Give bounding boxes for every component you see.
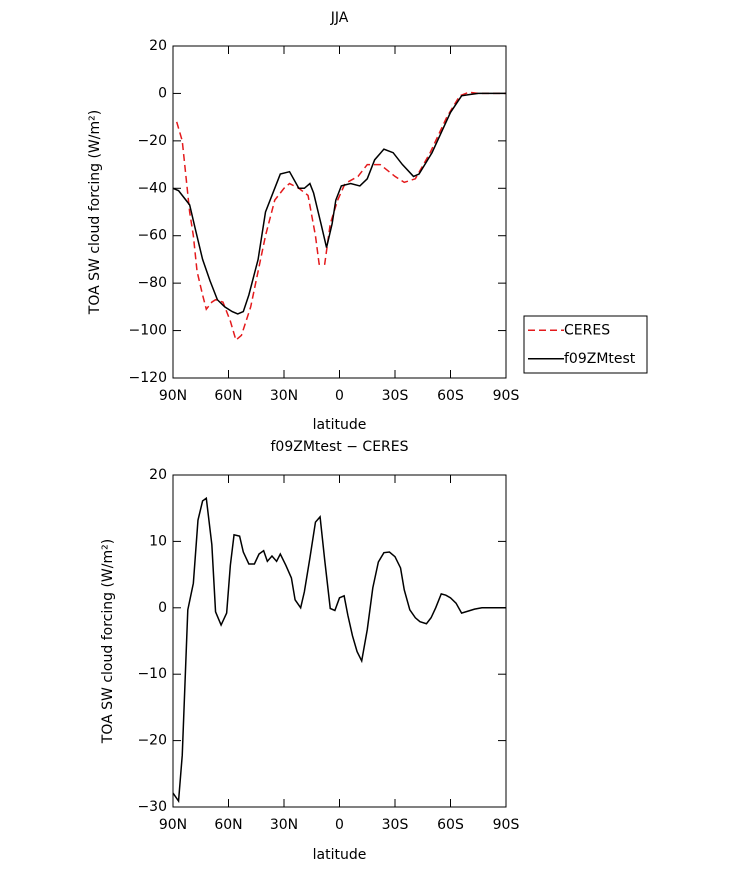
y-tick-label: 20 bbox=[149, 38, 167, 54]
y-tick-label: 0 bbox=[158, 85, 167, 101]
x-tick-label: 60S bbox=[437, 388, 464, 404]
x-tick-label: 90N bbox=[159, 817, 187, 833]
x-tick-label: 60N bbox=[214, 388, 242, 404]
y-tick-label: −30 bbox=[137, 799, 167, 815]
plot-frame bbox=[172, 474, 507, 808]
y-tick-label: −20 bbox=[137, 133, 167, 149]
y-tick-label: 10 bbox=[149, 533, 167, 549]
x-tick-label: 0 bbox=[335, 388, 344, 404]
y-axis-label: TOA SW cloud forcing (W/m²) bbox=[87, 110, 103, 315]
data-line bbox=[172, 496, 506, 804]
x-tick-label: 90S bbox=[493, 817, 520, 833]
x-axis-label: latitude bbox=[313, 417, 367, 433]
y-tick-label: −100 bbox=[129, 323, 167, 339]
data-line bbox=[172, 92, 506, 315]
chart-title: JJA bbox=[330, 10, 349, 26]
y-tick-label: −80 bbox=[137, 275, 167, 291]
legend-label: CERES bbox=[564, 322, 610, 338]
y-tick-label: −120 bbox=[129, 370, 167, 386]
x-tick-label: 30S bbox=[382, 388, 409, 404]
x-tick-label: 30N bbox=[270, 388, 298, 404]
chart-title: f09ZMtest − CERES bbox=[270, 439, 408, 455]
y-tick-label: −60 bbox=[137, 228, 167, 244]
legend-box bbox=[523, 315, 648, 374]
x-tick-label: 60N bbox=[214, 817, 242, 833]
y-tick-label: −40 bbox=[137, 180, 167, 196]
data-line bbox=[175, 91, 506, 342]
x-tick-label: 60S bbox=[437, 817, 464, 833]
plot-frame bbox=[172, 45, 507, 379]
x-tick-label: 0 bbox=[335, 817, 344, 833]
y-tick-label: −10 bbox=[137, 666, 167, 682]
x-axis-label: latitude bbox=[313, 847, 367, 863]
y-tick-label: −20 bbox=[137, 733, 167, 749]
y-tick-label: 0 bbox=[158, 600, 167, 616]
x-tick-label: 90S bbox=[493, 388, 520, 404]
y-axis-label: TOA SW cloud forcing (W/m²) bbox=[100, 539, 116, 744]
legend-label: f09ZMtest bbox=[564, 351, 636, 367]
x-tick-label: 30N bbox=[270, 817, 298, 833]
x-tick-label: 30S bbox=[382, 817, 409, 833]
x-tick-label: 90N bbox=[159, 388, 187, 404]
y-tick-label: 20 bbox=[149, 467, 167, 483]
